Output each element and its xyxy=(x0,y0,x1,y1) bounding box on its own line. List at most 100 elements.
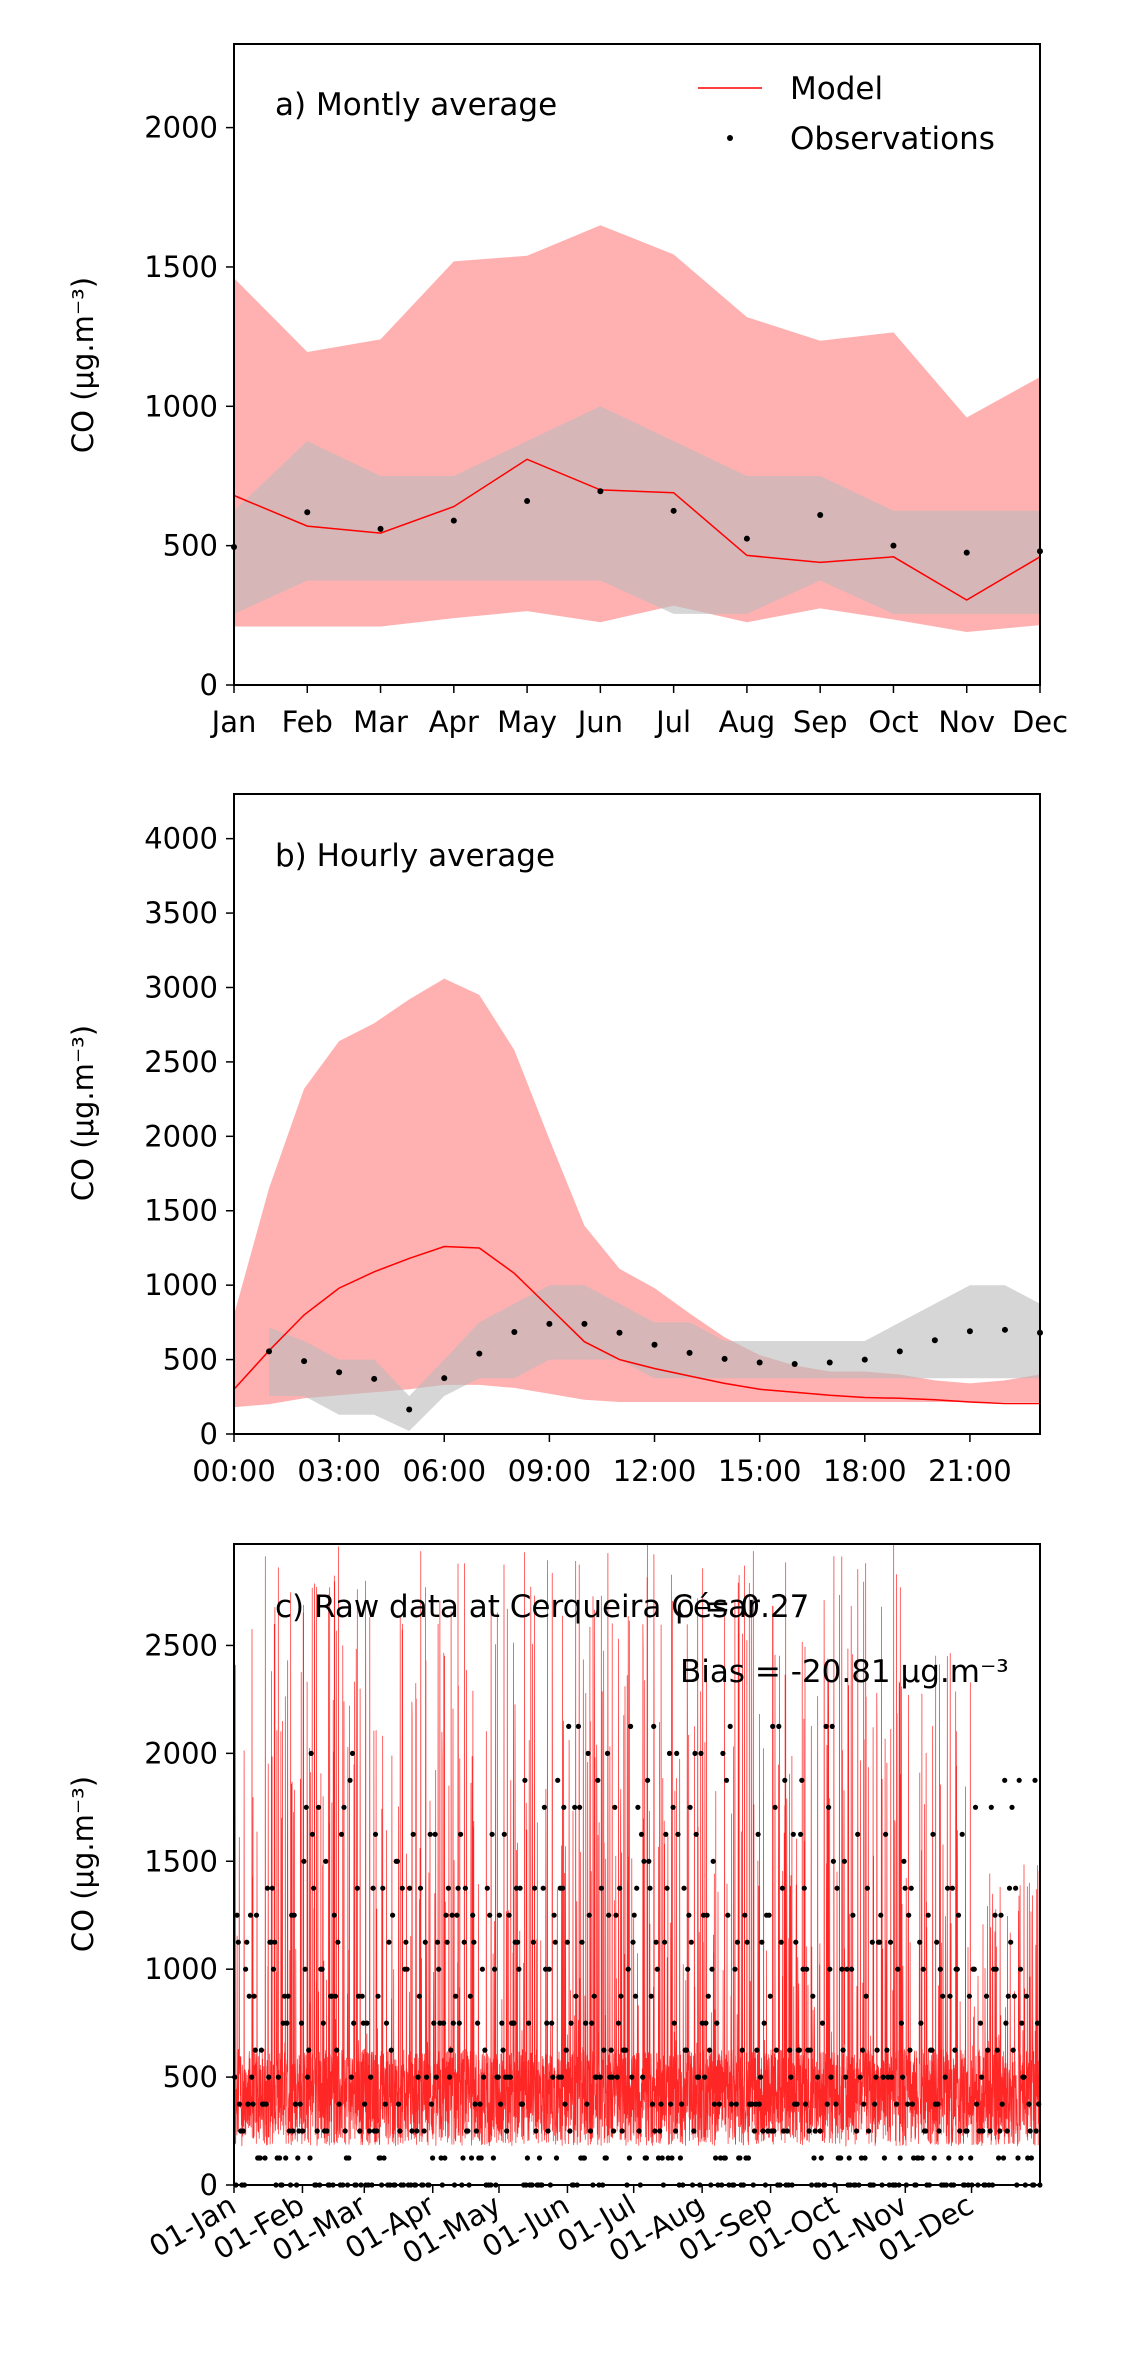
observation-point xyxy=(692,1750,698,1756)
observation-point xyxy=(793,1939,799,1945)
observation-point xyxy=(335,1939,341,1945)
observation-point xyxy=(314,2128,320,2134)
observation-point xyxy=(665,2155,671,2161)
panel-a-xtick-label: Dec xyxy=(1012,705,1068,739)
panel-b-hourly-chart: 0 500 1000 1500 2000 2500 3000 3500 4000 00:00 03:… xyxy=(66,793,1043,1488)
observation-point xyxy=(819,2020,826,2026)
panel-a-xtick-label: Apr xyxy=(429,705,479,739)
observation-point xyxy=(447,2074,453,2080)
observation-point xyxy=(863,1993,869,1999)
observation-point xyxy=(573,1993,579,1999)
panel-b-xtick-label: 12:00 xyxy=(613,1454,697,1488)
observation-point xyxy=(753,2101,759,2107)
observation-point xyxy=(670,1804,676,1810)
observation-point xyxy=(436,1966,442,1972)
observation-point xyxy=(397,2128,403,2134)
observation-point xyxy=(855,1831,861,1837)
observation-point xyxy=(996,2155,1002,2161)
observation-point xyxy=(974,2101,980,2107)
observation-point xyxy=(733,2101,739,2107)
panel-b-ytick-label: 2500 xyxy=(144,1045,218,1079)
observation-point xyxy=(985,2047,991,2053)
observation-point xyxy=(671,2020,677,2026)
observation-point xyxy=(954,1966,960,1972)
observation-point xyxy=(781,2128,787,2134)
observation-point xyxy=(575,1723,582,1729)
observation-point xyxy=(801,1885,807,1891)
observation-point xyxy=(519,2101,526,2107)
observation-point xyxy=(630,1939,636,1945)
observation-point xyxy=(484,1885,490,1891)
panel-a-ytick-label: 0 xyxy=(200,668,218,702)
observation-point xyxy=(654,1966,660,1972)
observation-point xyxy=(681,1885,687,1891)
observation-point xyxy=(473,2128,479,2134)
observation-point xyxy=(648,1993,654,1999)
observation-point xyxy=(940,1993,946,1999)
observation-point xyxy=(515,1939,521,1945)
observation-point xyxy=(431,2020,437,2026)
observation-point xyxy=(674,1750,680,1756)
observation-point xyxy=(292,2101,298,2107)
observation-point xyxy=(952,2047,958,2053)
observation-point xyxy=(987,2128,993,2134)
observation-point xyxy=(495,2074,501,2080)
observation-point xyxy=(277,2155,283,2161)
observation-point xyxy=(410,1831,416,1837)
observation-point xyxy=(818,2155,824,2161)
observation-point xyxy=(955,1912,962,1918)
observation-point xyxy=(771,2128,777,2134)
observation-point xyxy=(840,2047,846,2053)
observation-point xyxy=(1003,2020,1009,2026)
observation-point xyxy=(394,1858,400,1864)
observation-point xyxy=(919,2155,925,2161)
observation-point xyxy=(1008,1939,1014,1945)
observation-point xyxy=(404,1966,410,1972)
observation-point xyxy=(240,2128,246,2134)
observation-point xyxy=(760,2128,766,2134)
observation-point xyxy=(323,1858,329,1864)
observation-point xyxy=(243,1966,249,1972)
observation-point xyxy=(303,1804,309,1810)
observation-point xyxy=(388,2047,394,2053)
panel-b-ytick-label: 1500 xyxy=(144,1194,218,1228)
observation-point xyxy=(849,1966,855,1972)
observation-point xyxy=(441,2020,447,2026)
observation-point xyxy=(584,2101,590,2107)
observation-point xyxy=(550,2074,556,2080)
observation-point xyxy=(728,2101,735,2107)
observation-point xyxy=(247,1912,254,1918)
observation-point xyxy=(812,2128,818,2134)
observation-point xyxy=(657,2128,663,2134)
observation-point xyxy=(711,2101,718,2107)
observation-point xyxy=(947,1993,953,1999)
observation-point xyxy=(908,1885,914,1891)
observation-point xyxy=(884,2047,890,2053)
observation-point xyxy=(355,1993,362,1999)
observation-point xyxy=(579,1939,585,1945)
observation-point xyxy=(756,1359,763,1366)
observation-point xyxy=(517,1885,523,1891)
observation-point xyxy=(858,2155,865,2161)
observation-point xyxy=(798,1831,804,1837)
observation-point xyxy=(946,2155,952,2161)
observation-point xyxy=(301,1358,308,1365)
panel-c-frame xyxy=(233,1543,1041,2186)
observation-point xyxy=(296,2128,302,2134)
observation-point xyxy=(616,1329,623,1336)
observation-point xyxy=(444,1939,450,1945)
observation-point xyxy=(454,1912,460,1918)
observation-point xyxy=(861,1356,868,1363)
observation-point xyxy=(270,1966,277,1972)
observation-point xyxy=(551,1912,557,1918)
observation-point xyxy=(424,2074,430,2080)
legend-observations-label: Observations xyxy=(790,121,995,157)
panel-c-axes: 0500100015002000250001-Jan01-Feb01-Mar01… xyxy=(143,1543,1041,2271)
observation-point xyxy=(949,1885,956,1891)
observation-point xyxy=(686,1912,692,1918)
observation-point xyxy=(516,1966,522,1972)
observation-point xyxy=(925,1912,931,1918)
observation-point xyxy=(445,1885,451,1891)
observation-point xyxy=(791,1361,798,1368)
observation-point xyxy=(319,1966,325,1972)
